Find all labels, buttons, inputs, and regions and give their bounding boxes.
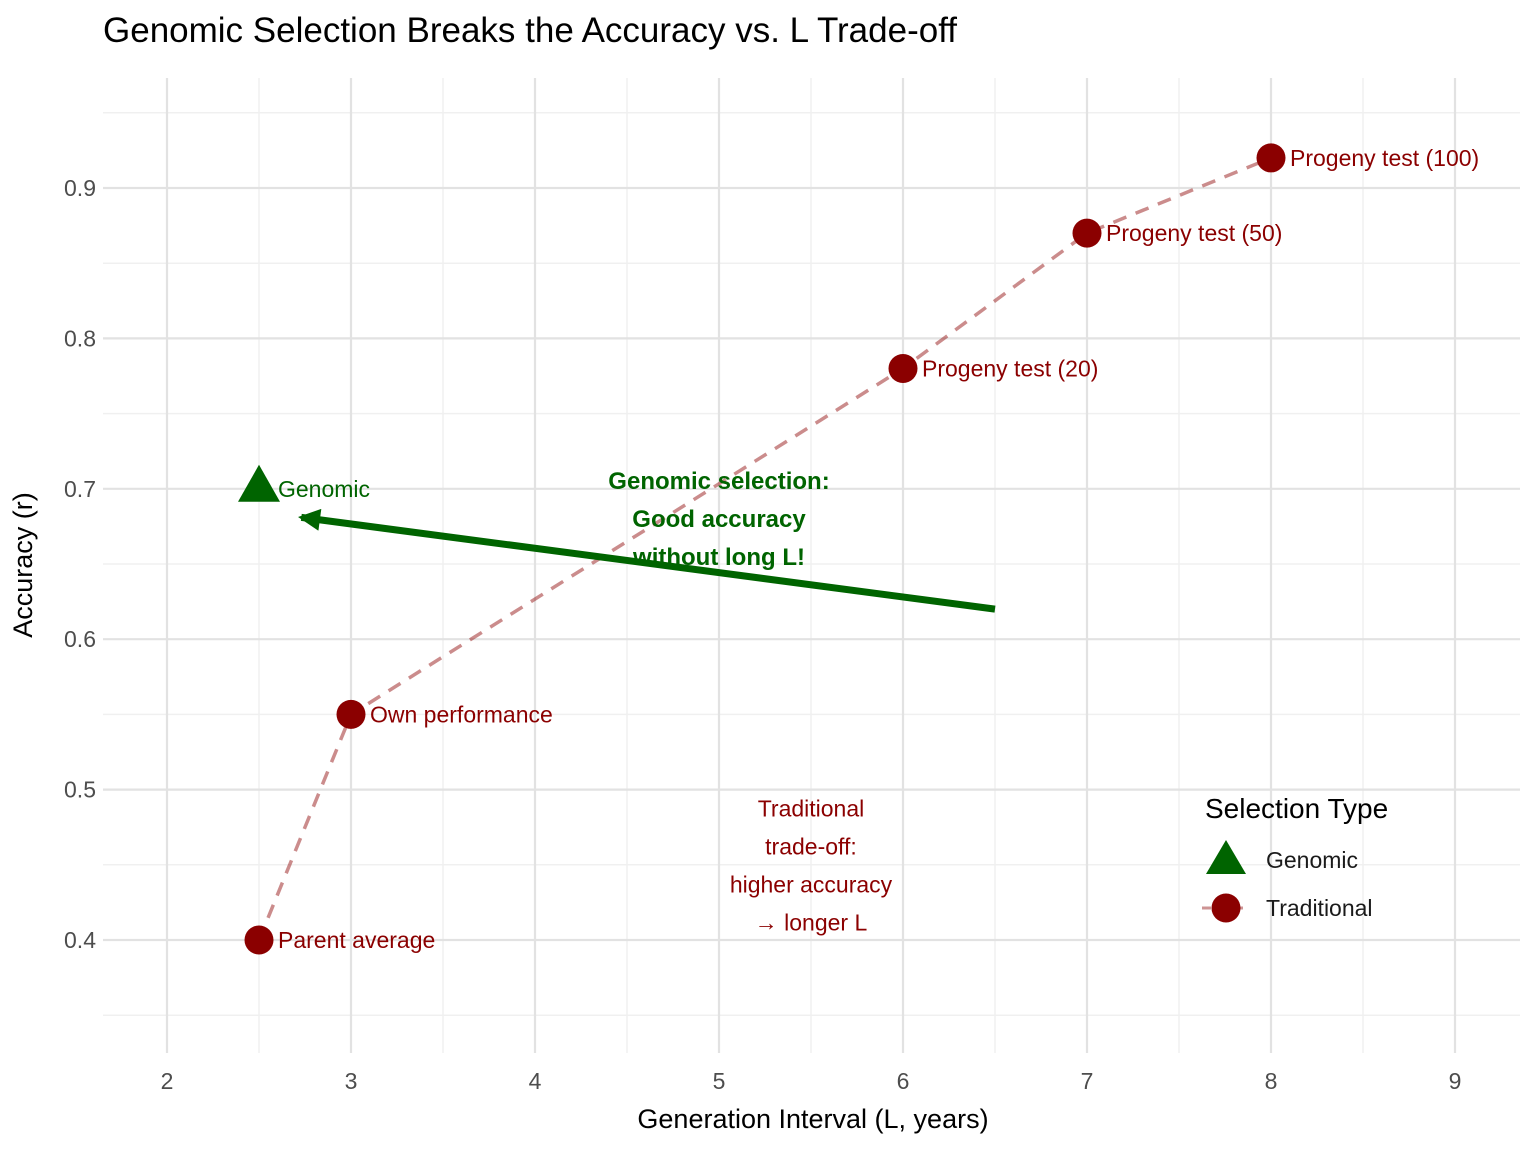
point-label: Progeny test (20): [922, 355, 1098, 381]
genomic-arrow: [298, 508, 996, 613]
data-point-progeny-test-100-: [1256, 143, 1286, 173]
data-point-progeny-test-50-: [1072, 218, 1102, 248]
y-tick-label: 0.4: [64, 927, 96, 953]
legend-genomic-triangle-icon: [1206, 840, 1246, 874]
point-label: Genomic: [278, 476, 370, 502]
annotation-traditional-note-line: higher accuracy: [730, 872, 893, 898]
x-tick-label: 2: [161, 1068, 174, 1094]
annotation-traditional-note-line: trade-off:: [765, 834, 857, 860]
data-point-genomic: [238, 464, 280, 502]
annotation-genomic-note-line: Good accuracy: [632, 506, 806, 533]
y-axis-tick-labels: 0.4 0.5 0.6 0.7 0.8 0.9: [64, 175, 96, 953]
x-tick-label: 8: [1265, 1068, 1278, 1094]
gridlines: [103, 78, 1520, 1053]
x-tick-label: 7: [1081, 1068, 1094, 1094]
chart-title: Genomic Selection Breaks the Accuracy vs…: [103, 11, 957, 50]
x-axis-title: Generation Interval (L, years): [637, 1104, 988, 1134]
data-point-progeny-test-20-: [888, 353, 918, 383]
legend: Selection Type Genomic Traditional: [1202, 793, 1388, 923]
y-tick-label: 0.5: [64, 777, 96, 803]
data-point-own-performance: [336, 699, 366, 729]
x-tick-label: 9: [1449, 1068, 1462, 1094]
legend-traditional-circle-icon: [1211, 893, 1241, 923]
data-point-labels: Parent average Own performance Progeny tes…: [278, 145, 1479, 953]
y-tick-label: 0.8: [64, 325, 96, 351]
y-tick-label: 0.6: [64, 626, 96, 652]
data-points: [238, 143, 1286, 955]
legend-title: Selection Type: [1205, 793, 1388, 824]
point-label: Parent average: [278, 927, 435, 953]
legend-genomic-label: Genomic: [1266, 847, 1358, 873]
annotation-traditional-note-line: → longer L: [755, 910, 868, 936]
y-tick-label: 0.7: [64, 476, 96, 502]
annotation-genomic-note-line: without long L!: [632, 544, 805, 571]
y-tick-label: 0.9: [64, 175, 96, 201]
x-tick-label: 3: [345, 1068, 358, 1094]
annotation-traditional-note-line: Traditional: [758, 796, 865, 822]
legend-traditional-label: Traditional: [1266, 895, 1373, 921]
y-axis-title: Accuracy (r): [8, 492, 38, 638]
point-label: Progeny test (100): [1290, 145, 1479, 171]
x-tick-label: 6: [897, 1068, 910, 1094]
annotation-genomic-note-line: Genomic selection:: [608, 468, 829, 495]
point-label: Own performance: [370, 701, 553, 727]
point-label: Progeny test (50): [1106, 220, 1282, 246]
annotations: Genomic selection: Good accuracy without l…: [608, 468, 892, 936]
data-point-parent-average: [244, 925, 274, 955]
x-tick-label: 4: [529, 1068, 542, 1094]
x-tick-label: 5: [713, 1068, 726, 1094]
x-axis-tick-labels: 2 3 4 5 6 7 8 9: [161, 1068, 1462, 1094]
genomic-arrow-line: [298, 508, 996, 613]
